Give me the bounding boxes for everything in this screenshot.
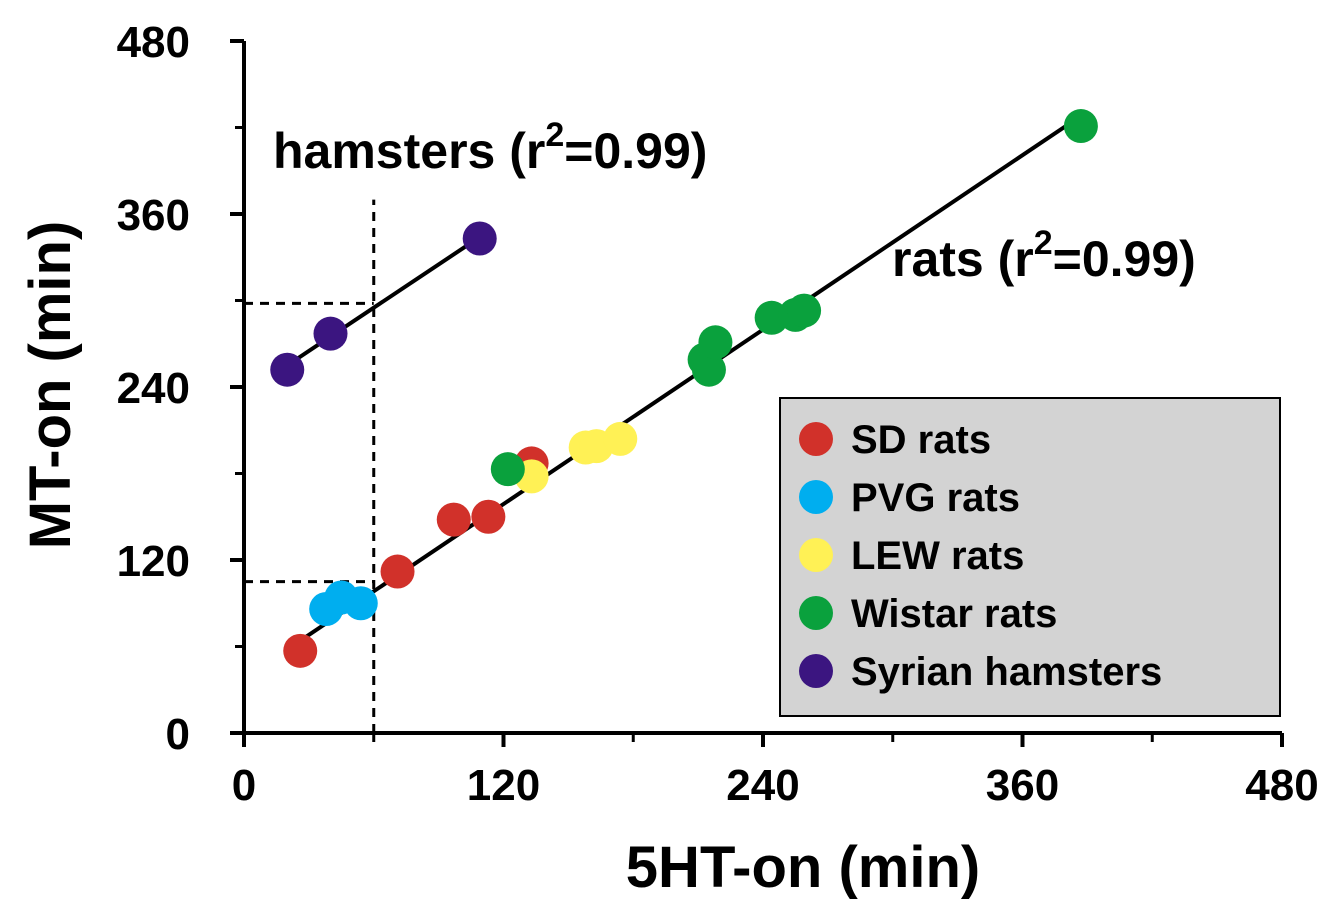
data-point: [462, 221, 497, 256]
series-syrian-hamsters: [270, 221, 497, 387]
y-tick-label-360: 360: [117, 191, 190, 240]
legend: SD rats PVG rats LEW rats Wistar rats Syrian…: [779, 397, 1281, 717]
legend-marker: [799, 596, 833, 630]
y-axis-title: MT-on (min): [18, 221, 83, 550]
data-point: [471, 499, 506, 534]
rats-fit-annotation-superscript: 2: [1034, 224, 1053, 262]
legend-label: PVG rats: [851, 476, 1020, 520]
series-sd-rats: [283, 446, 549, 668]
data-point: [343, 586, 378, 621]
rats-fit-annotation-suffix: =0.99): [1053, 231, 1196, 287]
series-pvg-rats: [309, 580, 378, 627]
data-point: [603, 421, 638, 456]
hamsters-fit-annotation-suffix: =0.99): [564, 123, 707, 179]
legend-item: Syrian hamsters: [799, 650, 1162, 694]
legend-marker: [799, 538, 833, 572]
legend-label: LEW rats: [851, 534, 1024, 578]
legend-label: SD rats: [851, 418, 991, 462]
y-tick-label-480: 480: [117, 18, 190, 67]
data-point: [691, 352, 726, 387]
legend-items: SD rats PVG rats LEW rats Wistar rats Syrian…: [799, 418, 1162, 694]
data-point: [313, 316, 348, 351]
hamsters-fit-annotation-superscript: 2: [545, 116, 564, 154]
hamsters-fit-annotation-prefix: hamsters (r: [273, 123, 545, 179]
series-wistar-rats: [490, 109, 1098, 487]
x-tick-label-0: 0: [232, 761, 256, 810]
x-tick-label-120: 120: [467, 761, 540, 810]
legend-marker: [799, 480, 833, 514]
data-point: [283, 633, 318, 668]
reference-lines: [244, 199, 376, 733]
data-point: [787, 293, 822, 328]
legend-item: LEW rats: [799, 534, 1024, 578]
legend-marker: [799, 422, 833, 456]
data-point: [436, 502, 471, 537]
y-tick-label-120: 120: [117, 537, 190, 586]
legend-item: Wistar rats: [799, 592, 1057, 636]
legend-label: Syrian hamsters: [851, 650, 1162, 694]
x-axis-title: 5HT-on (min): [626, 835, 980, 900]
legend-item: PVG rats: [799, 476, 1020, 520]
data-points: [270, 109, 1098, 668]
hamsters-fit-annotation: hamsters (r2=0.99): [273, 116, 707, 179]
legend-item: SD rats: [799, 418, 991, 462]
hamsters-fit-line: [286, 235, 481, 368]
rats-fit-annotation-prefix: rats (r: [892, 231, 1034, 287]
x-tick-label-480: 480: [1245, 761, 1318, 810]
data-point: [1063, 109, 1098, 144]
y-tick-label-240: 240: [117, 364, 190, 413]
legend-box: [779, 397, 1281, 717]
ticks: 0 120 240 360 480 0 120 240 360 480: [117, 18, 1319, 810]
x-tick-label-240: 240: [726, 761, 799, 810]
x-tick-label-360: 360: [986, 761, 1059, 810]
rats-fit-annotation: rats (r2=0.99): [892, 224, 1196, 287]
data-point: [270, 352, 305, 387]
data-point: [490, 452, 525, 487]
data-point: [698, 325, 733, 360]
legend-label: Wistar rats: [851, 592, 1057, 636]
y-tick-label-0: 0: [166, 710, 190, 759]
legend-marker: [799, 654, 833, 688]
data-point: [380, 554, 415, 589]
rats-fit-line: [294, 117, 1078, 646]
